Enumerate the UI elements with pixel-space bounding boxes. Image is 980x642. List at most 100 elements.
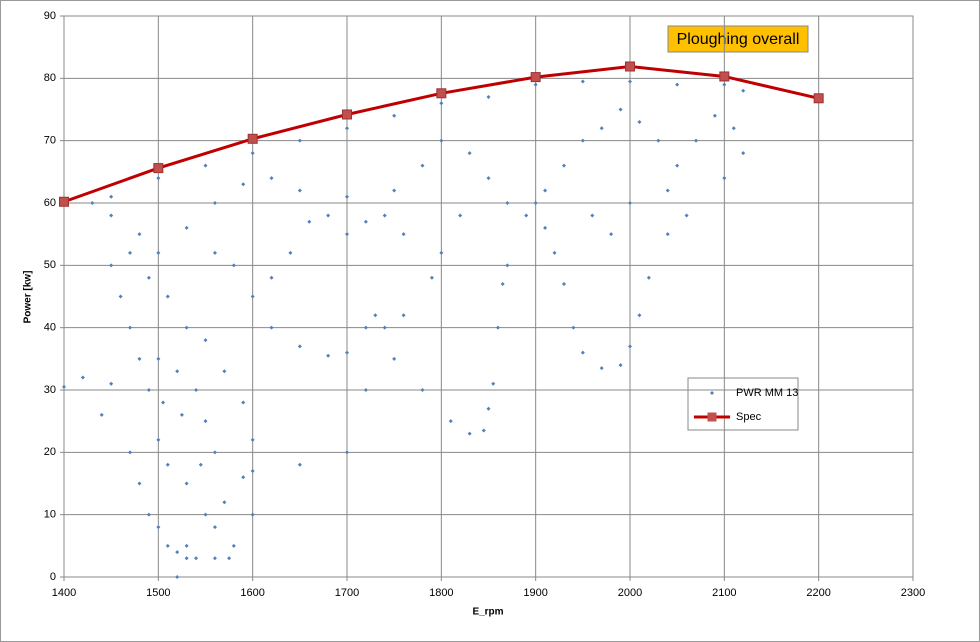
scatter-point (392, 356, 397, 361)
scatter-point (109, 381, 114, 386)
spec-marker (59, 196, 69, 207)
scatter-point (241, 475, 246, 480)
scatter-point (481, 428, 486, 433)
scatter-point (269, 275, 274, 280)
scatter-point (392, 113, 397, 118)
scatter-point (161, 400, 166, 405)
y-tick-label: 70 (44, 135, 56, 147)
scatter-point (109, 263, 114, 268)
scatter-point (137, 232, 142, 237)
scatter-point (231, 263, 236, 268)
scatter-point (543, 225, 548, 230)
scatter-point (505, 201, 510, 205)
scatter-point (609, 232, 614, 237)
y-tick-label: 90 (44, 10, 56, 22)
spec-marker (247, 133, 258, 144)
scatter-point (156, 525, 161, 530)
scatter-point (448, 419, 453, 424)
y-tick-label: 10 (44, 509, 56, 521)
title-box (667, 25, 809, 53)
scatter-point (486, 406, 491, 411)
scatter-point (326, 353, 331, 358)
scatter-point (429, 275, 434, 280)
legend-marker (710, 391, 714, 395)
x-tick-label: 1400 (52, 587, 76, 599)
scatter-point (165, 462, 170, 467)
scatter-point (184, 556, 189, 561)
scatter-point (571, 325, 576, 330)
x-tick-label: 1600 (240, 587, 264, 599)
scatter-point (599, 126, 604, 131)
scatter-point (552, 250, 557, 255)
scatter-point (345, 126, 349, 131)
scatter-point (62, 384, 66, 389)
scatter-point (637, 119, 642, 124)
spec-marker (153, 163, 164, 174)
scatter-point (128, 325, 133, 330)
scatter-point (722, 82, 727, 87)
scatter-point (439, 250, 444, 255)
scatter-point (599, 366, 604, 371)
scatter-point (637, 313, 642, 318)
scatter-point (363, 325, 368, 330)
scatter-point (580, 79, 585, 84)
scatter-point (146, 512, 151, 517)
scatter-point (250, 437, 255, 442)
scatter-point (467, 431, 472, 436)
scatter-point (227, 556, 232, 561)
scatter-point (628, 79, 632, 84)
scatter-point (326, 213, 331, 218)
scatter-point (505, 263, 510, 268)
scatter-point (288, 250, 293, 255)
scatter-point (561, 282, 566, 287)
y-tick-label: 40 (44, 322, 56, 334)
scatter-point (467, 151, 472, 156)
scatter-point (175, 575, 180, 579)
scatter-point (212, 250, 217, 255)
scatter-point (741, 88, 746, 93)
scatter-point (156, 437, 161, 442)
scatter-point (269, 325, 274, 330)
scatter-point (382, 325, 387, 330)
scatter-point (401, 313, 406, 318)
y-tick-label: 50 (44, 259, 56, 271)
scatter-point (90, 201, 95, 205)
scatter-point (156, 250, 161, 255)
x-tick-label: 2000 (618, 587, 642, 599)
scatter-point (99, 412, 104, 417)
scatter-point (420, 163, 425, 168)
scatter-point (618, 363, 623, 368)
scatter-point (203, 163, 208, 168)
scatter-point (628, 344, 632, 349)
scatter-point (345, 232, 349, 237)
scatter-point (741, 151, 746, 156)
x-tick-label: 2100 (712, 587, 736, 599)
scatter-point (250, 151, 255, 156)
scatter-point (250, 512, 255, 517)
scatter-point (175, 369, 180, 374)
chart-title: Ploughing overall (677, 31, 800, 48)
scatter-point (439, 138, 444, 143)
scatter-point (297, 138, 302, 143)
scatter-point (439, 101, 444, 106)
scatter-point (401, 232, 406, 237)
scatter-point (628, 201, 632, 205)
scatter-point (128, 250, 133, 255)
scatter-point (345, 350, 349, 355)
scatter-point (373, 313, 378, 318)
legend-label: PWR MM 13 (736, 387, 798, 399)
scatter-point (533, 201, 538, 205)
y-tick-label: 20 (44, 446, 56, 458)
scatter-point (345, 194, 349, 199)
spec-marker (625, 61, 635, 72)
scatter-point (184, 225, 189, 230)
scatter-point (241, 182, 246, 187)
scatter-point (712, 113, 717, 118)
scatter-point (156, 356, 161, 361)
scatter-point (175, 550, 180, 555)
legend-marker (707, 412, 717, 422)
scatter-point (222, 369, 227, 374)
scatter-point (250, 469, 255, 474)
